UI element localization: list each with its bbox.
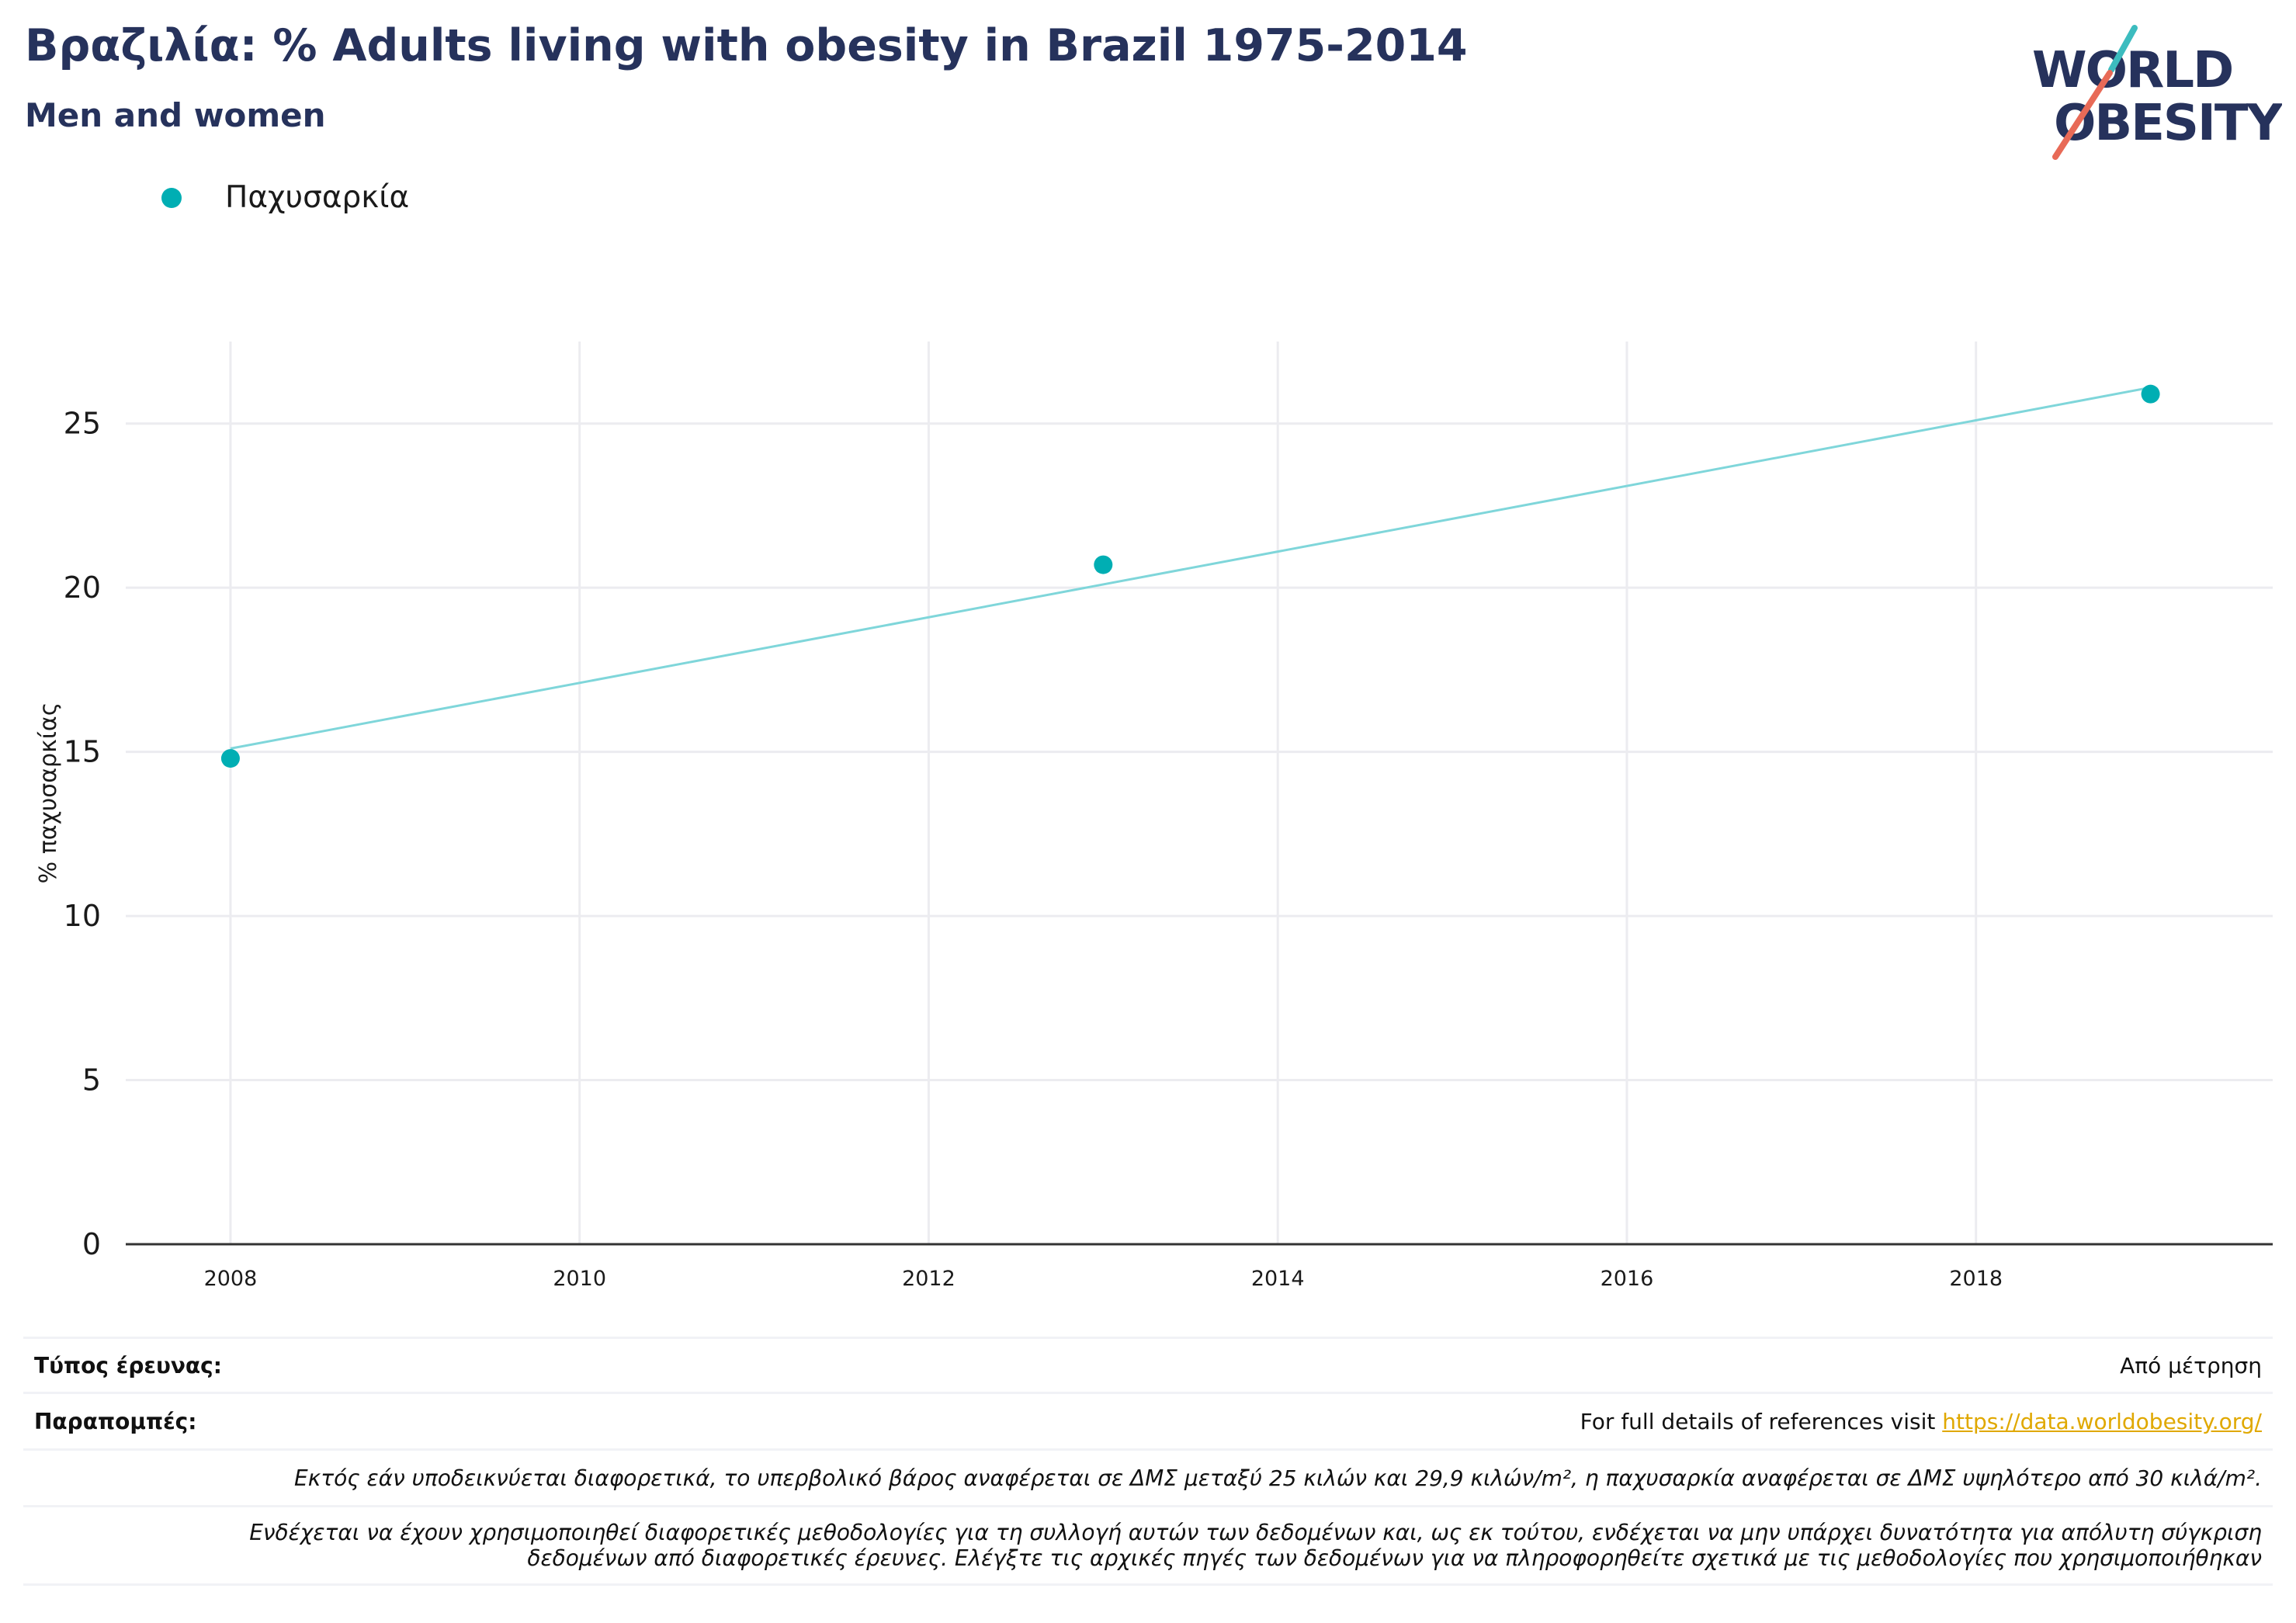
references-row: Παραπομπές: For full details of referenc…	[23, 1392, 2273, 1448]
references-value: For full details of references visit htt…	[1580, 1409, 2262, 1434]
world-obesity-logo: WORLD OBESITY	[2032, 25, 2282, 160]
methodology-note-row: Ενδέχεται να έχουν χρησιμοποιηθεί διαφορ…	[23, 1505, 2273, 1586]
bmi-note: Εκτός εάν υποδεικνύεται διαφορετικά, το …	[294, 1465, 2262, 1491]
trendline	[230, 386, 2151, 750]
chart-grid	[126, 342, 2273, 1244]
trendline-layer	[230, 386, 2151, 750]
y-tick-label: 20	[64, 570, 101, 605]
survey-type-value: Από μέτρηση	[2120, 1352, 2262, 1379]
page-title: Βραζιλία: % Adults living with obesity i…	[25, 20, 1468, 71]
data-point[interactable]	[2141, 384, 2160, 404]
legend-marker-icon	[161, 187, 182, 208]
x-tick-label: 2012	[902, 1267, 956, 1291]
chart-legend[interactable]: Παχυσαρκία	[161, 180, 409, 215]
methodology-note-line2: δεδομένων από διαφορετικές έρευνες. Ελέγ…	[527, 1545, 2262, 1571]
y-tick-label: 0	[82, 1227, 101, 1261]
methodology-note: Ενδέχεται να έχουν χρησιμοποιηθεί διαφορ…	[249, 1520, 2262, 1571]
survey-type-label: Τύπος έρευνας:	[34, 1352, 222, 1379]
y-axis-label: % παχυσαρκίας	[35, 702, 62, 884]
data-points	[220, 384, 2160, 768]
y-tick-label: 10	[64, 899, 101, 933]
methodology-note-line1: Ενδέχεται να έχουν χρησιμοποιηθεί διαφορ…	[249, 1520, 2262, 1545]
references-text: For full details of references visit	[1580, 1408, 1943, 1434]
logo-slash-coral	[2052, 70, 2113, 160]
legend-label: Παχυσαρκία	[225, 180, 410, 215]
data-point[interactable]	[1094, 555, 1113, 574]
page-subtitle: Men and women	[25, 96, 326, 134]
y-tick-label: 15	[64, 735, 101, 769]
axis-ticks: 0 5 10 15 20 25 2008 2010 2012 2014 2016 2018	[64, 407, 2003, 1291]
bmi-note-row: Εκτός εάν υποδεικνύεται διαφορετικά, το …	[23, 1448, 2273, 1505]
x-tick-label: 2008	[204, 1267, 258, 1291]
y-tick-label: 25	[64, 407, 101, 441]
logo-text-world: WORLD	[2032, 42, 2232, 99]
data-point[interactable]	[220, 749, 240, 768]
x-tick-label: 2010	[553, 1267, 606, 1291]
x-tick-label: 2016	[1601, 1267, 1654, 1291]
survey-type-row: Τύπος έρευνας: Από μέτρηση	[23, 1337, 2273, 1392]
references-label: Παραπομπές:	[34, 1408, 197, 1434]
references-link[interactable]: https://data.worldobesity.org/	[1942, 1408, 2262, 1434]
logo-slash-teal	[2108, 25, 2138, 73]
x-tick-label: 2014	[1251, 1267, 1305, 1291]
chart-footer: Τύπος έρευνας: Από μέτρηση Παραπομπές: F…	[23, 1337, 2273, 1586]
y-tick-label: 5	[82, 1063, 101, 1098]
obesity-chart: 0 5 10 15 20 25 2008 2010 2012 2014 2016 2018 % παχ…	[35, 342, 2273, 1291]
x-tick-label: 2018	[1949, 1267, 2003, 1291]
